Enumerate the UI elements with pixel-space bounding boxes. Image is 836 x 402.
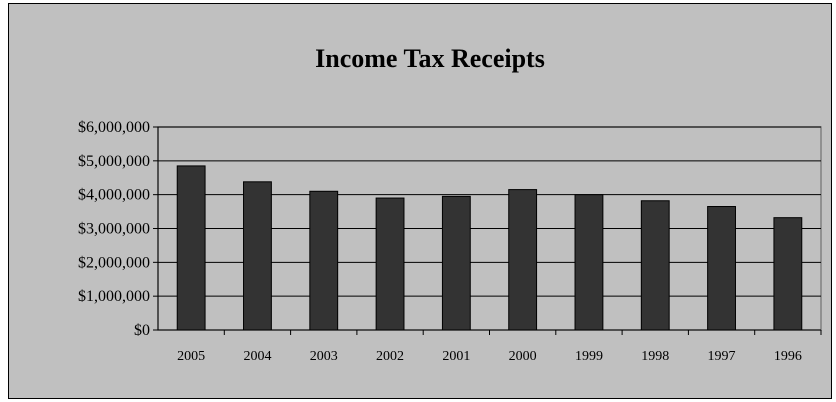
income-tax-bar-chart: Income Tax Receipts $0 $1,000,000 $2,000,0… <box>78 44 822 364</box>
x-tick-label: 2003 <box>310 349 338 364</box>
x-tick-label: 2005 <box>177 349 205 364</box>
bar-2002 <box>375 197 405 331</box>
bar-2000 <box>508 189 538 331</box>
bar-2003 <box>309 190 339 331</box>
x-tick-label: 1997 <box>708 349 736 364</box>
bar-1999 <box>574 194 604 331</box>
chart-frame: Income Tax Receipts $0 $1,000,000 $2,000,0… <box>8 3 832 399</box>
x-tick-label: 2002 <box>376 349 404 364</box>
x-tick-label: 2000 <box>509 349 537 364</box>
plot-area: $0 $1,000,000 $2,000,000 $3,000,000 $4,000,0… <box>78 119 822 364</box>
bar-2001 <box>441 195 471 331</box>
x-tick-label: 1996 <box>774 349 802 364</box>
bar-2005 <box>176 165 206 331</box>
y-tick-label: $4,000,000 <box>78 187 150 204</box>
bar-1997 <box>707 206 736 331</box>
y-tick-label: $1,000,000 <box>78 288 150 305</box>
bar-1998 <box>640 200 670 331</box>
y-tick-label: $0 <box>134 322 150 339</box>
x-tick-label: 2001 <box>442 349 470 364</box>
y-tick-label: $5,000,000 <box>78 153 150 170</box>
x-tick-label: 1998 <box>641 349 669 364</box>
x-tick-label: 1999 <box>575 349 603 364</box>
y-tick-label: $6,000,000 <box>78 119 150 136</box>
y-tick-label: $2,000,000 <box>78 254 150 271</box>
bar-1996 <box>773 217 803 331</box>
y-tick-label: $3,000,000 <box>78 221 150 238</box>
bar-2004 <box>243 181 272 331</box>
chart-title: Income Tax Receipts <box>315 44 545 73</box>
x-tick-label: 2004 <box>243 349 271 364</box>
